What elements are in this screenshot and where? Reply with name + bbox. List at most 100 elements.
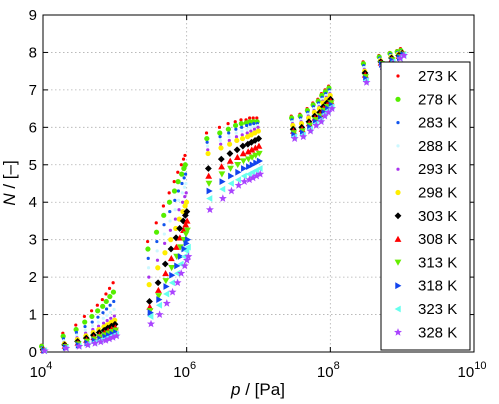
data-point — [96, 337, 105, 346]
data-point — [184, 243, 191, 251]
data-point — [95, 303, 99, 307]
data-point — [240, 177, 249, 186]
data-point — [218, 145, 224, 151]
data-point — [238, 120, 244, 127]
data-point — [162, 223, 166, 227]
data-point — [40, 346, 49, 355]
data-point — [105, 318, 109, 323]
data-point — [232, 122, 239, 129]
data-point — [183, 172, 188, 176]
data-point — [147, 313, 154, 320]
data-point — [83, 324, 87, 329]
data-point — [235, 168, 242, 176]
data-point — [96, 320, 100, 324]
data-point — [255, 142, 263, 149]
data-point — [245, 123, 249, 128]
data-point — [101, 321, 106, 325]
data-point — [185, 236, 192, 244]
data-point — [108, 303, 112, 307]
data-point — [83, 328, 87, 332]
data-point — [227, 131, 231, 135]
data-point — [245, 127, 249, 131]
data-point — [255, 150, 263, 157]
data-point — [227, 180, 234, 187]
legend-item: 278 K — [395, 91, 457, 108]
data-point — [217, 155, 225, 163]
data-point — [162, 250, 168, 256]
data-point — [101, 336, 110, 344]
data-point — [82, 319, 88, 325]
data-point — [226, 121, 230, 126]
data-point — [95, 308, 101, 314]
data-point — [256, 125, 260, 129]
data-point — [154, 286, 162, 293]
data-point — [182, 162, 188, 168]
data-point — [74, 323, 78, 327]
data-point — [146, 298, 153, 305]
data-point — [110, 289, 117, 295]
legend-label: 313 K — [418, 254, 457, 271]
data-point — [100, 297, 104, 302]
data-point — [180, 261, 189, 270]
data-point — [240, 172, 247, 180]
data-point — [173, 269, 180, 277]
series-278-k — [39, 47, 404, 349]
data-point — [154, 279, 162, 287]
data-point — [112, 331, 121, 340]
data-point — [306, 115, 312, 121]
data-point — [249, 129, 253, 133]
legend-marker — [394, 235, 402, 242]
data-point — [155, 293, 163, 300]
data-point — [177, 253, 184, 260]
data-point — [227, 138, 231, 143]
data-point — [108, 333, 117, 341]
data-point — [251, 144, 259, 151]
data-point — [234, 137, 240, 144]
data-point — [167, 245, 175, 253]
data-point — [101, 311, 105, 315]
data-point — [239, 142, 247, 150]
data-point — [112, 299, 116, 304]
y-tick-label: 5 — [29, 157, 37, 174]
legend-label: 303 K — [418, 208, 457, 225]
axis-ticks — [42, 14, 475, 353]
y-tick-label: 1 — [29, 307, 37, 324]
legend-marker — [394, 212, 402, 220]
data-point — [184, 252, 193, 260]
data-point — [252, 124, 256, 129]
data-point — [245, 131, 249, 135]
data-point — [183, 247, 190, 255]
data-point — [234, 153, 241, 161]
data-point — [180, 208, 186, 215]
data-point — [171, 188, 178, 194]
legend-item: 318 K — [395, 278, 457, 295]
data-point — [90, 324, 95, 328]
data-point — [252, 152, 260, 159]
data-point — [252, 171, 261, 180]
y-tick-label: 3 — [29, 232, 37, 249]
data-point — [100, 303, 106, 309]
data-point — [156, 296, 163, 303]
data-point — [145, 246, 151, 252]
data-point — [62, 344, 71, 352]
data-point — [183, 217, 191, 224]
data-point — [163, 290, 170, 298]
data-point — [227, 135, 231, 139]
data-point — [245, 156, 252, 163]
data-point — [225, 126, 231, 132]
legend-marker — [394, 305, 401, 313]
tick-labels: 0 1 2 3 4 5 6 7 8 9 104 106 108 1010 — [29, 7, 487, 381]
data-point — [146, 266, 151, 270]
data-point — [181, 157, 186, 161]
data-point — [240, 129, 244, 133]
data-point — [255, 116, 259, 120]
data-point — [155, 249, 159, 253]
data-point — [168, 228, 173, 232]
data-point — [167, 254, 175, 262]
data-point — [205, 172, 213, 179]
data-point — [103, 298, 109, 305]
data-point — [228, 172, 235, 180]
legend-label: 278 K — [418, 91, 457, 108]
data-point — [168, 279, 175, 287]
